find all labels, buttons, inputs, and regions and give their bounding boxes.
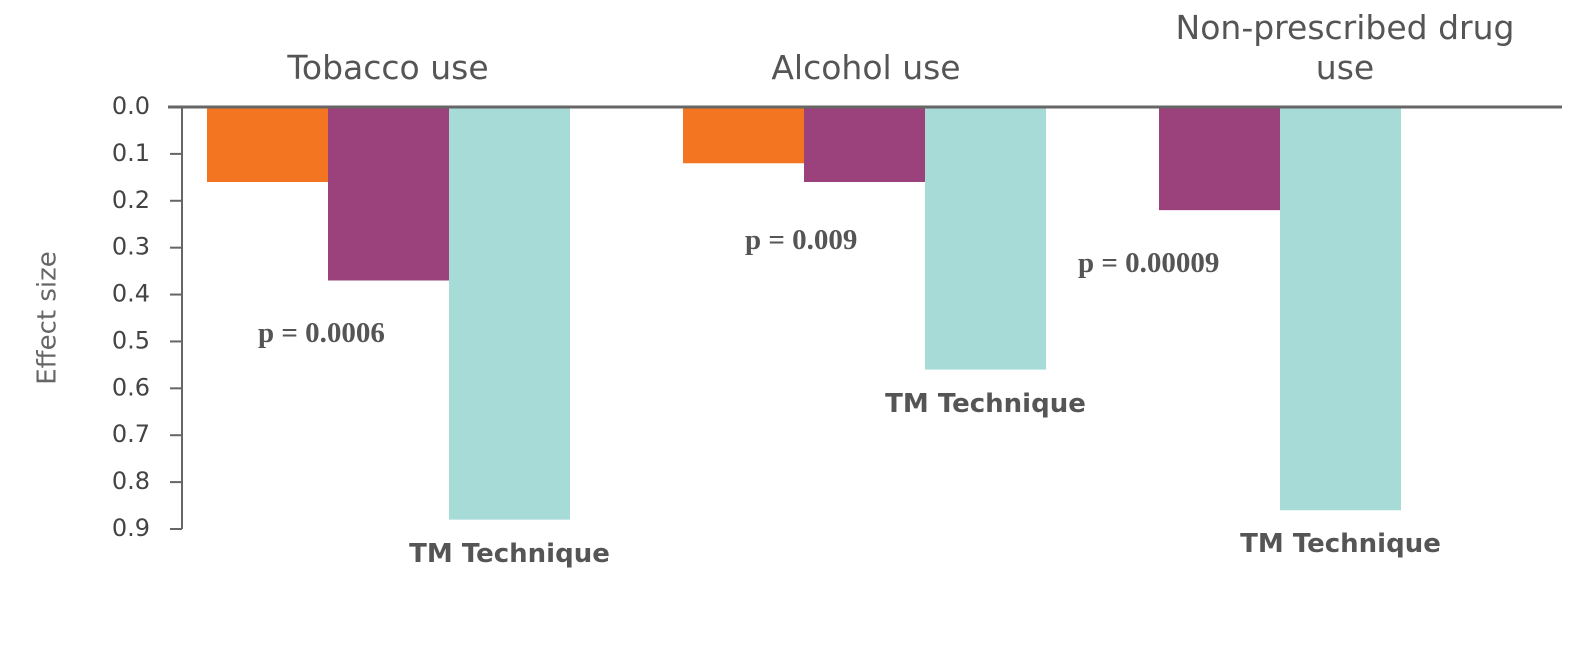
bar-label: TM Technique bbox=[1240, 529, 1441, 560]
y-tick-label: 0.6 bbox=[112, 373, 150, 401]
y-tick-label: 0.8 bbox=[112, 467, 150, 495]
bar-label: TM Technique bbox=[409, 538, 610, 569]
p-value: p = 0.00009 bbox=[1078, 247, 1220, 279]
y-tick-label: 0.0 bbox=[112, 92, 150, 120]
bar bbox=[328, 107, 449, 281]
bar bbox=[449, 107, 570, 520]
p-value: p = 0.009 bbox=[745, 224, 858, 256]
category-label: Alcohol use bbox=[771, 48, 961, 87]
category-label: Non-prescribed drug use bbox=[1175, 8, 1515, 87]
p-value: p = 0.0006 bbox=[258, 317, 385, 349]
bar bbox=[683, 107, 804, 164]
y-tick-label: 0.5 bbox=[112, 326, 150, 354]
bar bbox=[1159, 107, 1280, 211]
bar-label: TM Technique bbox=[885, 388, 1086, 419]
y-tick-label: 0.2 bbox=[112, 186, 150, 214]
y-tick-label: 0.3 bbox=[112, 233, 150, 261]
bar bbox=[925, 107, 1046, 370]
y-tick-label: 0.7 bbox=[112, 420, 150, 448]
y-axis-label: Effect size bbox=[33, 251, 63, 385]
bar bbox=[207, 107, 328, 183]
bar bbox=[1280, 107, 1401, 511]
y-tick-label: 0.9 bbox=[112, 514, 150, 542]
bar bbox=[804, 107, 925, 183]
category-label: Tobacco use bbox=[287, 48, 489, 87]
y-tick-label: 0.1 bbox=[112, 139, 150, 167]
y-tick-label: 0.4 bbox=[112, 280, 150, 308]
